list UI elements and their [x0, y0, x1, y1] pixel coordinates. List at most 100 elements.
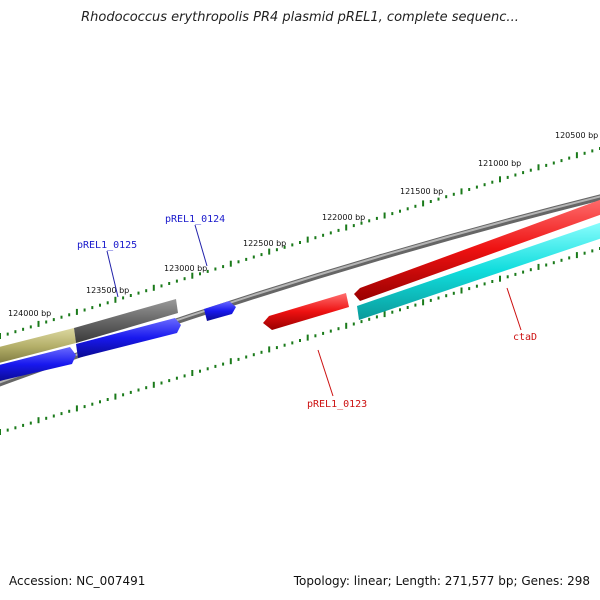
tick-label-121000: 121000 bp [478, 159, 521, 168]
bottom-minor-tick [283, 343, 286, 347]
top-minor-tick [391, 212, 394, 216]
bottom-minor-tick [137, 388, 140, 392]
top-minor-tick [29, 325, 32, 329]
bottom-minor-tick [375, 315, 378, 319]
top-minor-tick [260, 253, 263, 257]
bottom-minor-tick [414, 303, 417, 307]
top-minor-tick [591, 149, 594, 153]
bottom-minor-tick [399, 308, 401, 312]
leader-line-0125 [106, 250, 119, 298]
top-major-tick [114, 296, 117, 303]
bottom-minor-tick [245, 355, 248, 359]
bottom-minor-tick [352, 322, 355, 326]
bottom-minor-tick [160, 381, 163, 385]
bottom-minor-tick [491, 280, 494, 283]
top-major-tick [537, 164, 540, 171]
top-minor-tick [552, 161, 555, 165]
tick-label-120500: 120500 bp [555, 131, 598, 140]
bottom-minor-tick [260, 350, 263, 354]
top-major-tick [422, 200, 425, 207]
bottom-minor-tick [406, 306, 409, 309]
top-minor-tick [506, 175, 509, 179]
bottom-minor-tick [99, 400, 101, 404]
bottom-minor-tick [560, 258, 563, 262]
top-major-tick [383, 212, 386, 219]
bottom-major-tick [191, 370, 194, 376]
blue-gene-left[interactable] [0, 347, 76, 382]
accession-text: Accession: NC_007491 [9, 574, 146, 588]
red-gene-ctaD[interactable] [354, 197, 600, 301]
bottom-minor-tick [206, 367, 209, 371]
top-minor-tick [468, 188, 471, 191]
top-minor-tick [291, 243, 294, 247]
bottom-minor-tick [583, 251, 586, 255]
top-minor-tick [399, 209, 401, 213]
bottom-minor-tick [445, 294, 448, 298]
top-minor-tick [83, 308, 86, 312]
bottom-minor-tick [237, 357, 240, 361]
top-minor-tick [352, 224, 355, 228]
top-major-tick [575, 152, 578, 159]
bottom-minor-tick [545, 263, 548, 267]
top-minor-tick [99, 303, 101, 307]
top-minor-tick [514, 173, 517, 177]
gene-label-0123[interactable]: pREL1_0123 [307, 399, 367, 410]
bottom-minor-tick [529, 268, 532, 272]
bottom-minor-tick [14, 426, 17, 430]
top-minor-tick [414, 204, 417, 208]
top-minor-tick [252, 255, 255, 259]
top-minor-tick [560, 159, 563, 163]
top-minor-tick [375, 216, 378, 220]
bottom-minor-tick [222, 362, 225, 366]
khaki-feature[interactable] [0, 328, 76, 364]
bottom-major-tick [537, 263, 540, 270]
bottom-major-tick [75, 405, 78, 412]
top-minor-tick [168, 282, 171, 285]
bottom-minor-tick [291, 341, 294, 345]
top-minor-tick [22, 327, 25, 331]
bottom-minor-tick [368, 317, 371, 321]
top-major-tick [191, 272, 194, 279]
top-minor-tick [522, 171, 525, 175]
bottom-minor-tick [106, 398, 109, 401]
top-minor-tick [6, 332, 9, 336]
top-major-tick [75, 308, 78, 315]
cyan-feature[interactable] [357, 220, 600, 320]
top-minor-tick [299, 241, 301, 244]
gene-label-0125[interactable]: pREL1_0125 [77, 240, 137, 251]
bottom-minor-tick [329, 329, 332, 333]
top-major-tick [345, 224, 348, 231]
top-major-tick [499, 176, 501, 183]
top-major-tick [460, 188, 463, 195]
topology-summary: Topology: linear; Length: 271,577 bp; Ge… [293, 574, 590, 588]
blue-gene-0124[interactable] [204, 301, 236, 321]
blue-gene-0125[interactable] [76, 318, 181, 358]
tick-label-124000: 124000 bp [8, 309, 51, 318]
gray-feature[interactable] [74, 299, 178, 343]
bottom-minor-tick [199, 369, 201, 373]
top-minor-tick [245, 257, 248, 261]
bottom-minor-tick [299, 339, 301, 342]
bottom-major-tick [229, 358, 232, 365]
top-minor-tick [68, 313, 71, 317]
leader-line-0123 [317, 349, 334, 397]
top-minor-tick [360, 221, 363, 225]
gene-label-0124[interactable]: pREL1_0124 [165, 214, 225, 225]
bottom-minor-tick [475, 284, 478, 288]
bottom-minor-tick [129, 390, 132, 394]
top-minor-tick [406, 207, 409, 211]
backbone-highlight [0, 195, 600, 384]
top-minor-tick [199, 272, 201, 276]
bottom-minor-tick [429, 298, 432, 302]
bottom-minor-tick [391, 310, 394, 314]
bottom-major-tick [460, 287, 463, 294]
red-gene-0123[interactable] [263, 293, 349, 330]
bottom-minor-tick [568, 256, 571, 260]
top-minor-tick [429, 200, 432, 203]
top-minor-tick [529, 168, 532, 172]
bottom-major-tick [37, 417, 40, 424]
bottom-minor-tick [6, 428, 9, 432]
top-minor-tick [45, 320, 48, 324]
bottom-minor-tick [452, 291, 455, 295]
gene-label-ctaD[interactable]: ctaD [513, 332, 537, 343]
